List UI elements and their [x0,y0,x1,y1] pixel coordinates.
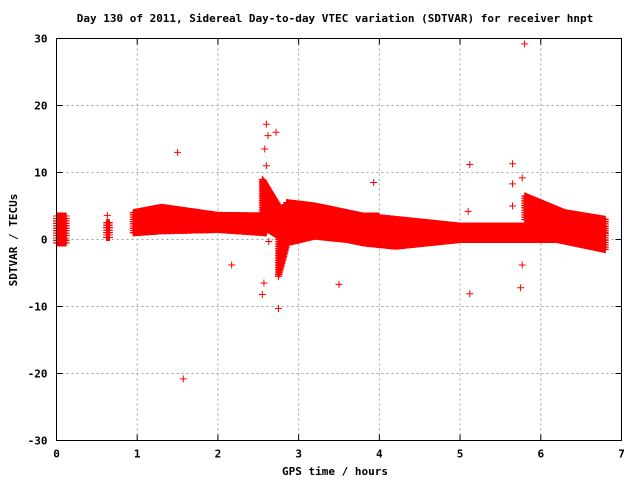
y-tick-label: 10 [34,167,47,180]
data-series [53,40,609,383]
data-point [62,212,70,220]
x-tick-label: 5 [457,448,464,461]
x-tick-label: 1 [134,448,141,461]
y-tick-label: -30 [28,435,48,448]
y-tick-label: 20 [34,100,47,113]
x-tick-label: 6 [537,448,544,461]
x-tick-label: 3 [295,448,302,461]
x-axis-label: GPS time / hours [282,465,388,478]
y-tick-label: -10 [28,301,48,314]
x-tick-label: 0 [53,448,60,461]
y-tick-label: 0 [41,234,48,247]
chart-title: Day 130 of 2011, Sidereal Day-to-day VTE… [77,12,594,25]
x-tick-label: 7 [618,448,625,461]
y-tick-label: 30 [34,33,47,46]
x-tick-label: 4 [376,448,383,461]
y-tick-label: -20 [28,368,48,381]
y-axis-label: SDTVAR / TECUs [7,194,20,287]
x-tick-label: 2 [215,448,222,461]
data-point [105,219,113,227]
